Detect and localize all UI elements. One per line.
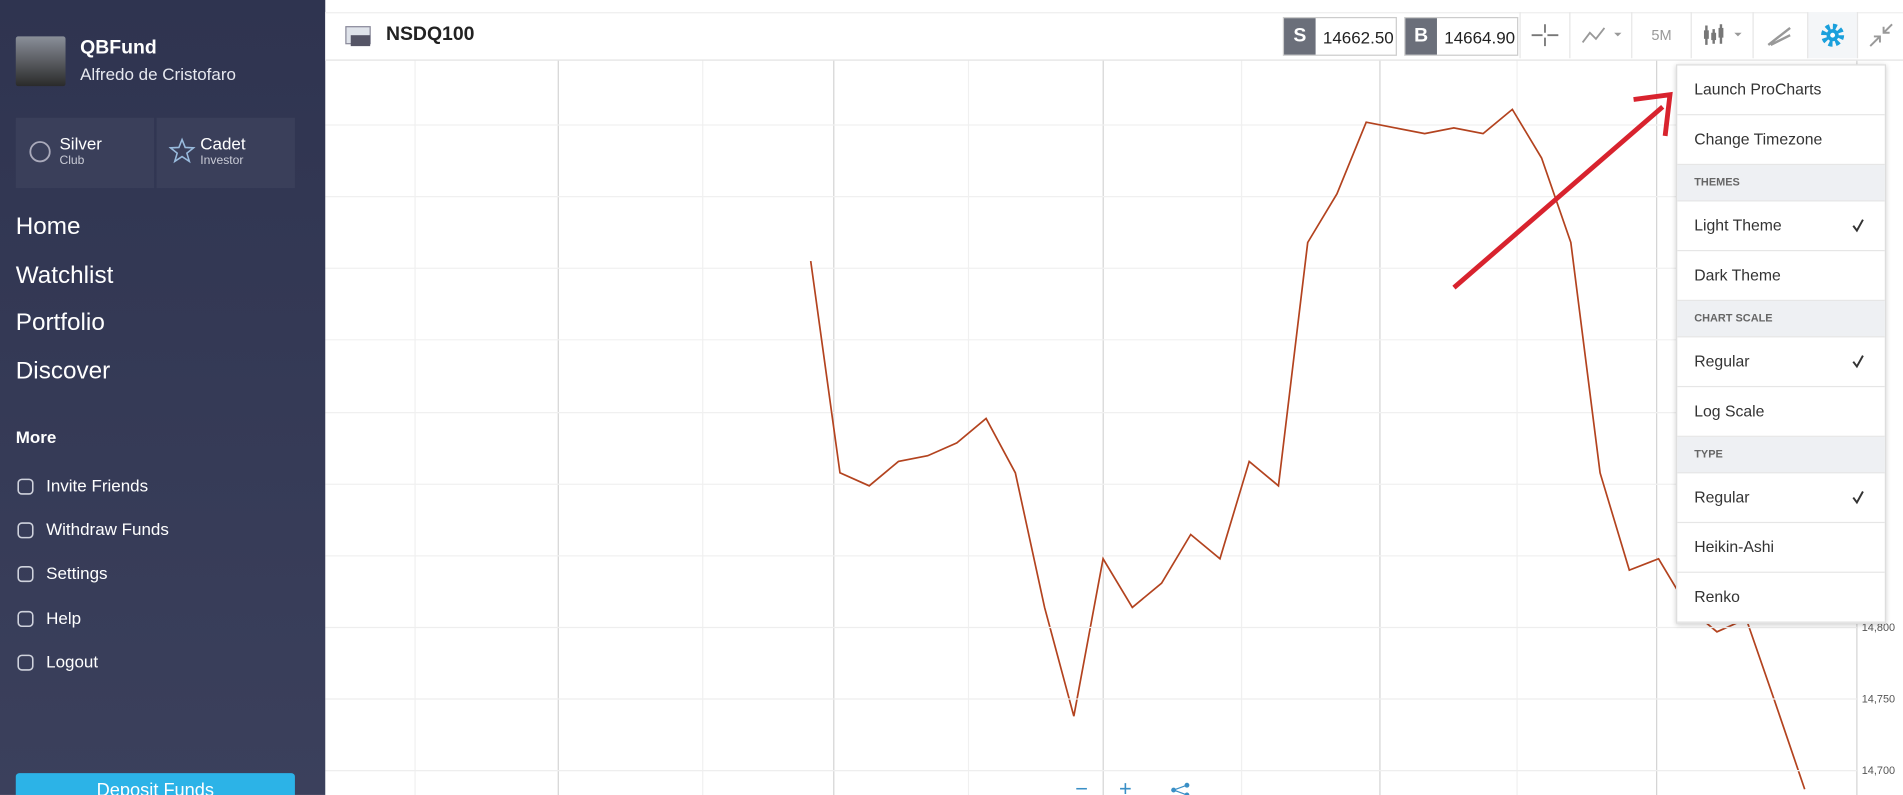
icon-shape [17,478,34,495]
menu-item[interactable]: Logout [46,651,99,672]
menu-option[interactable]: Launch ProCharts [1677,66,1885,116]
y-tick-label: 14,750 [1862,694,1895,706]
menu-icon [17,522,34,539]
brand: QBFund [80,37,157,59]
menu-item[interactable]: Withdraw Funds [46,519,169,539]
price-line [809,108,1806,790]
menu-item[interactable]: Help [46,608,82,628]
buy-label: B [1405,18,1437,55]
buy-price[interactable]: B 14664.90 [1404,16,1519,56]
option-label: Regular [1694,351,1750,371]
nav-item[interactable]: Watchlist [15,262,114,289]
zoom-out-button[interactable]: − [1075,776,1089,795]
sell-label: S [1284,18,1316,55]
buy-value: 14664.90 [1444,27,1516,48]
menu-option[interactable]: Log Scale [1677,387,1885,437]
option-label: Dark Theme [1694,265,1781,284]
menu-option[interactable]: Regular [1677,473,1885,524]
club-badge: Silver Club [15,117,155,189]
badge-title: Silver [59,133,102,153]
menu-header: TYPE [1677,436,1885,474]
nav-item[interactable]: Discover [15,358,111,385]
option-label: Regular [1694,487,1750,507]
avatar [15,36,66,87]
star-icon [168,137,196,164]
option-label: Renko [1694,587,1740,606]
icon-shape [17,522,34,539]
deposit-button[interactable]: Deposit Funds [15,773,295,795]
check-mark [1852,491,1864,505]
section-title: More [15,427,57,447]
menu-option[interactable]: Regular [1677,337,1885,388]
chart-type-button[interactable] [1690,12,1753,59]
badge-subtitle: Club [59,154,85,168]
menu-option[interactable]: Change Timezone [1677,115,1885,166]
badge-title: Cadet [200,133,246,153]
menu-option[interactable]: Light Theme [1677,201,1885,252]
collapse-button[interactable] [1856,12,1903,59]
option-label: Log Scale [1694,401,1765,420]
menu-icon [17,478,34,495]
club-icon [29,141,51,163]
menu-option[interactable]: Heikin-Ashi [1677,523,1885,573]
annotation-arrow-head [1633,91,1673,137]
menu-item[interactable]: Invite Friends [46,475,149,496]
nav-item[interactable]: Home [15,213,81,241]
settings-button[interactable] [1807,12,1857,59]
menu-header: THEMES [1677,165,1885,202]
check-path [1852,219,1864,233]
sell-value: 14662.50 [1322,27,1394,48]
y-tick-label: 14,800 [1862,622,1895,634]
check-mark [1852,219,1864,233]
check-path [1852,355,1864,369]
nav-item[interactable]: Portfolio [15,309,105,337]
menu-icon [17,610,34,628]
option-label: Launch ProCharts [1694,80,1822,99]
sidebar: QBFund Alfredo de Cristofaro Silver Club… [0,0,326,795]
user-name: Alfredo de Cristofaro [80,64,236,84]
symbol: NSDQ100 [385,24,475,45]
vertical-grid [414,59,1858,795]
investor-badge: Cadet Investor [156,117,295,189]
share-button[interactable] [1170,782,1192,795]
draw-button[interactable] [1752,12,1808,59]
option-label: Heikin-Ashi [1694,537,1775,556]
chart-toolbar [325,12,1903,61]
menu-header: CHART SCALE [1677,300,1885,338]
zoom-in-button[interactable]: + [1118,776,1132,795]
icon-shape [17,610,34,628]
sell-price[interactable]: S 14662.50 [1282,16,1397,56]
badge-subtitle: Investor [200,154,244,168]
check-mark [1852,355,1864,369]
option-label: Light Theme [1694,216,1782,235]
horizontal-grid [325,124,1857,557]
crosshair-button[interactable] [1519,12,1569,59]
annotation-arrow [1452,104,1665,290]
icon-shape [17,565,34,583]
icon-shape [17,654,34,671]
settings-dropdown: Launch ProCharts Change Timezone THEMES Lig… [1676,64,1887,624]
menu-icon [17,654,34,671]
check-path [1852,491,1864,505]
interval-button[interactable]: 5M [1631,12,1690,59]
menu-item[interactable]: Settings [46,563,108,583]
menu-option[interactable]: Renko [1677,573,1885,623]
y-tick-label: 14,700 [1862,765,1895,777]
menu-option[interactable]: Dark Theme [1677,251,1885,301]
option-label: Change Timezone [1694,129,1823,149]
indicators-button[interactable] [1569,12,1631,59]
menu-icon [17,565,34,583]
symbol-icon [345,26,371,47]
